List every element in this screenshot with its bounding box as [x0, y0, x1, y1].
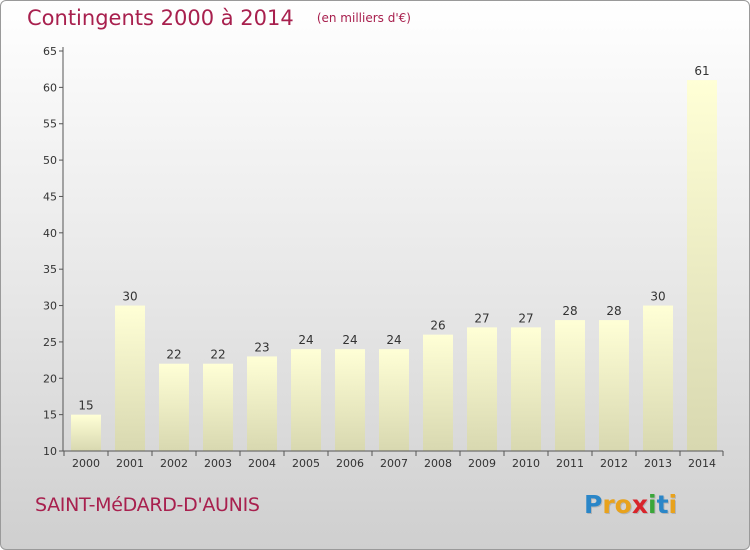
y-tick-label-50: 50 [43, 154, 57, 167]
chart-subtitle: (en milliers d'€) [316, 11, 411, 25]
y-tick-label-30: 30 [43, 300, 57, 313]
value-label-2009: 27 [474, 311, 489, 325]
logo-letter: x [631, 490, 648, 519]
logo-letter: r [602, 490, 615, 519]
logo-letter: t [656, 490, 669, 519]
bar-2011 [555, 320, 585, 451]
location-name: SAINT-MéDARD-D'AUNIS [35, 494, 260, 516]
x-tick-label-2003: 2003 [204, 457, 232, 470]
bar-2006 [335, 349, 365, 451]
bar-2000 [71, 414, 101, 451]
bar-2010 [511, 327, 541, 451]
value-label-2008: 26 [430, 319, 445, 333]
x-tick-label-2000: 2000 [72, 457, 100, 470]
y-tick-label-65: 65 [43, 45, 57, 58]
bars-layer: 15 30 22 22 23 24 24 24 26 27 27 28 28 30 61 [71, 64, 717, 451]
logo-letter: o [614, 490, 632, 519]
bar-2007 [379, 349, 409, 451]
bar-2005 [291, 349, 321, 451]
bar-2009 [467, 327, 497, 451]
bar-2012 [599, 320, 629, 451]
bar-2003 [203, 363, 233, 451]
x-tick-label-2005: 2005 [292, 457, 320, 470]
value-label-2011: 28 [562, 304, 577, 318]
bar-2004 [247, 356, 277, 451]
proxiti-logo[interactable]: Proxiti [584, 490, 677, 519]
value-label-2004: 23 [254, 340, 269, 354]
logo-letter: i [648, 490, 657, 519]
value-label-2010: 27 [518, 311, 533, 325]
value-label-2014: 61 [694, 64, 709, 78]
y-tick-label-60: 60 [43, 81, 57, 94]
y-tick-label-45: 45 [43, 190, 57, 203]
logo-letter: P [584, 490, 603, 519]
x-tick-label-2011: 2011 [556, 457, 584, 470]
x-tick-label-2002: 2002 [160, 457, 188, 470]
y-tick-label-15: 15 [43, 409, 57, 422]
y-tick-label-25: 25 [43, 336, 57, 349]
value-label-2005: 24 [298, 333, 313, 347]
bar-2013 [643, 305, 673, 451]
axis-layer: 2000 2001 2002 2003 2004 2005 2006 2007 2008 2009… [43, 45, 724, 470]
value-label-2006: 24 [342, 333, 357, 347]
chart-title: Contingents 2000 à 2014 [27, 6, 294, 30]
value-label-2007: 24 [386, 333, 401, 347]
value-label-2013: 30 [650, 290, 665, 304]
value-label-2001: 30 [122, 290, 137, 304]
x-tick-label-2013: 2013 [644, 457, 672, 470]
x-tick-label-2010: 2010 [512, 457, 540, 470]
x-tick-label-2014: 2014 [688, 457, 716, 470]
y-tick-label-35: 35 [43, 263, 57, 276]
logo-letter: i [668, 490, 678, 519]
x-tick-label-2001: 2001 [116, 457, 144, 470]
y-tick-label-20: 20 [43, 372, 57, 385]
y-tick-label-10: 10 [43, 445, 57, 458]
x-tick-label-2006: 2006 [336, 457, 364, 470]
bar-2001 [115, 305, 145, 451]
bar-2014 [687, 80, 717, 451]
x-tick-label-2008: 2008 [424, 457, 452, 470]
bar-2002 [159, 363, 189, 451]
y-tick-label-40: 40 [43, 227, 57, 240]
value-label-2002: 22 [166, 348, 181, 362]
y-tick-label-55: 55 [43, 118, 57, 131]
title-row: Contingents 2000 à 2014 (en milliers d'€… [27, 6, 411, 30]
value-label-2003: 22 [210, 348, 225, 362]
bar-2008 [423, 334, 453, 451]
x-tick-label-2012: 2012 [600, 457, 628, 470]
x-tick-label-2004: 2004 [248, 457, 276, 470]
x-tick-label-2007: 2007 [380, 457, 408, 470]
value-label-2012: 28 [606, 304, 621, 318]
value-label-2000: 15 [78, 399, 93, 413]
x-tick-label-2009: 2009 [468, 457, 496, 470]
